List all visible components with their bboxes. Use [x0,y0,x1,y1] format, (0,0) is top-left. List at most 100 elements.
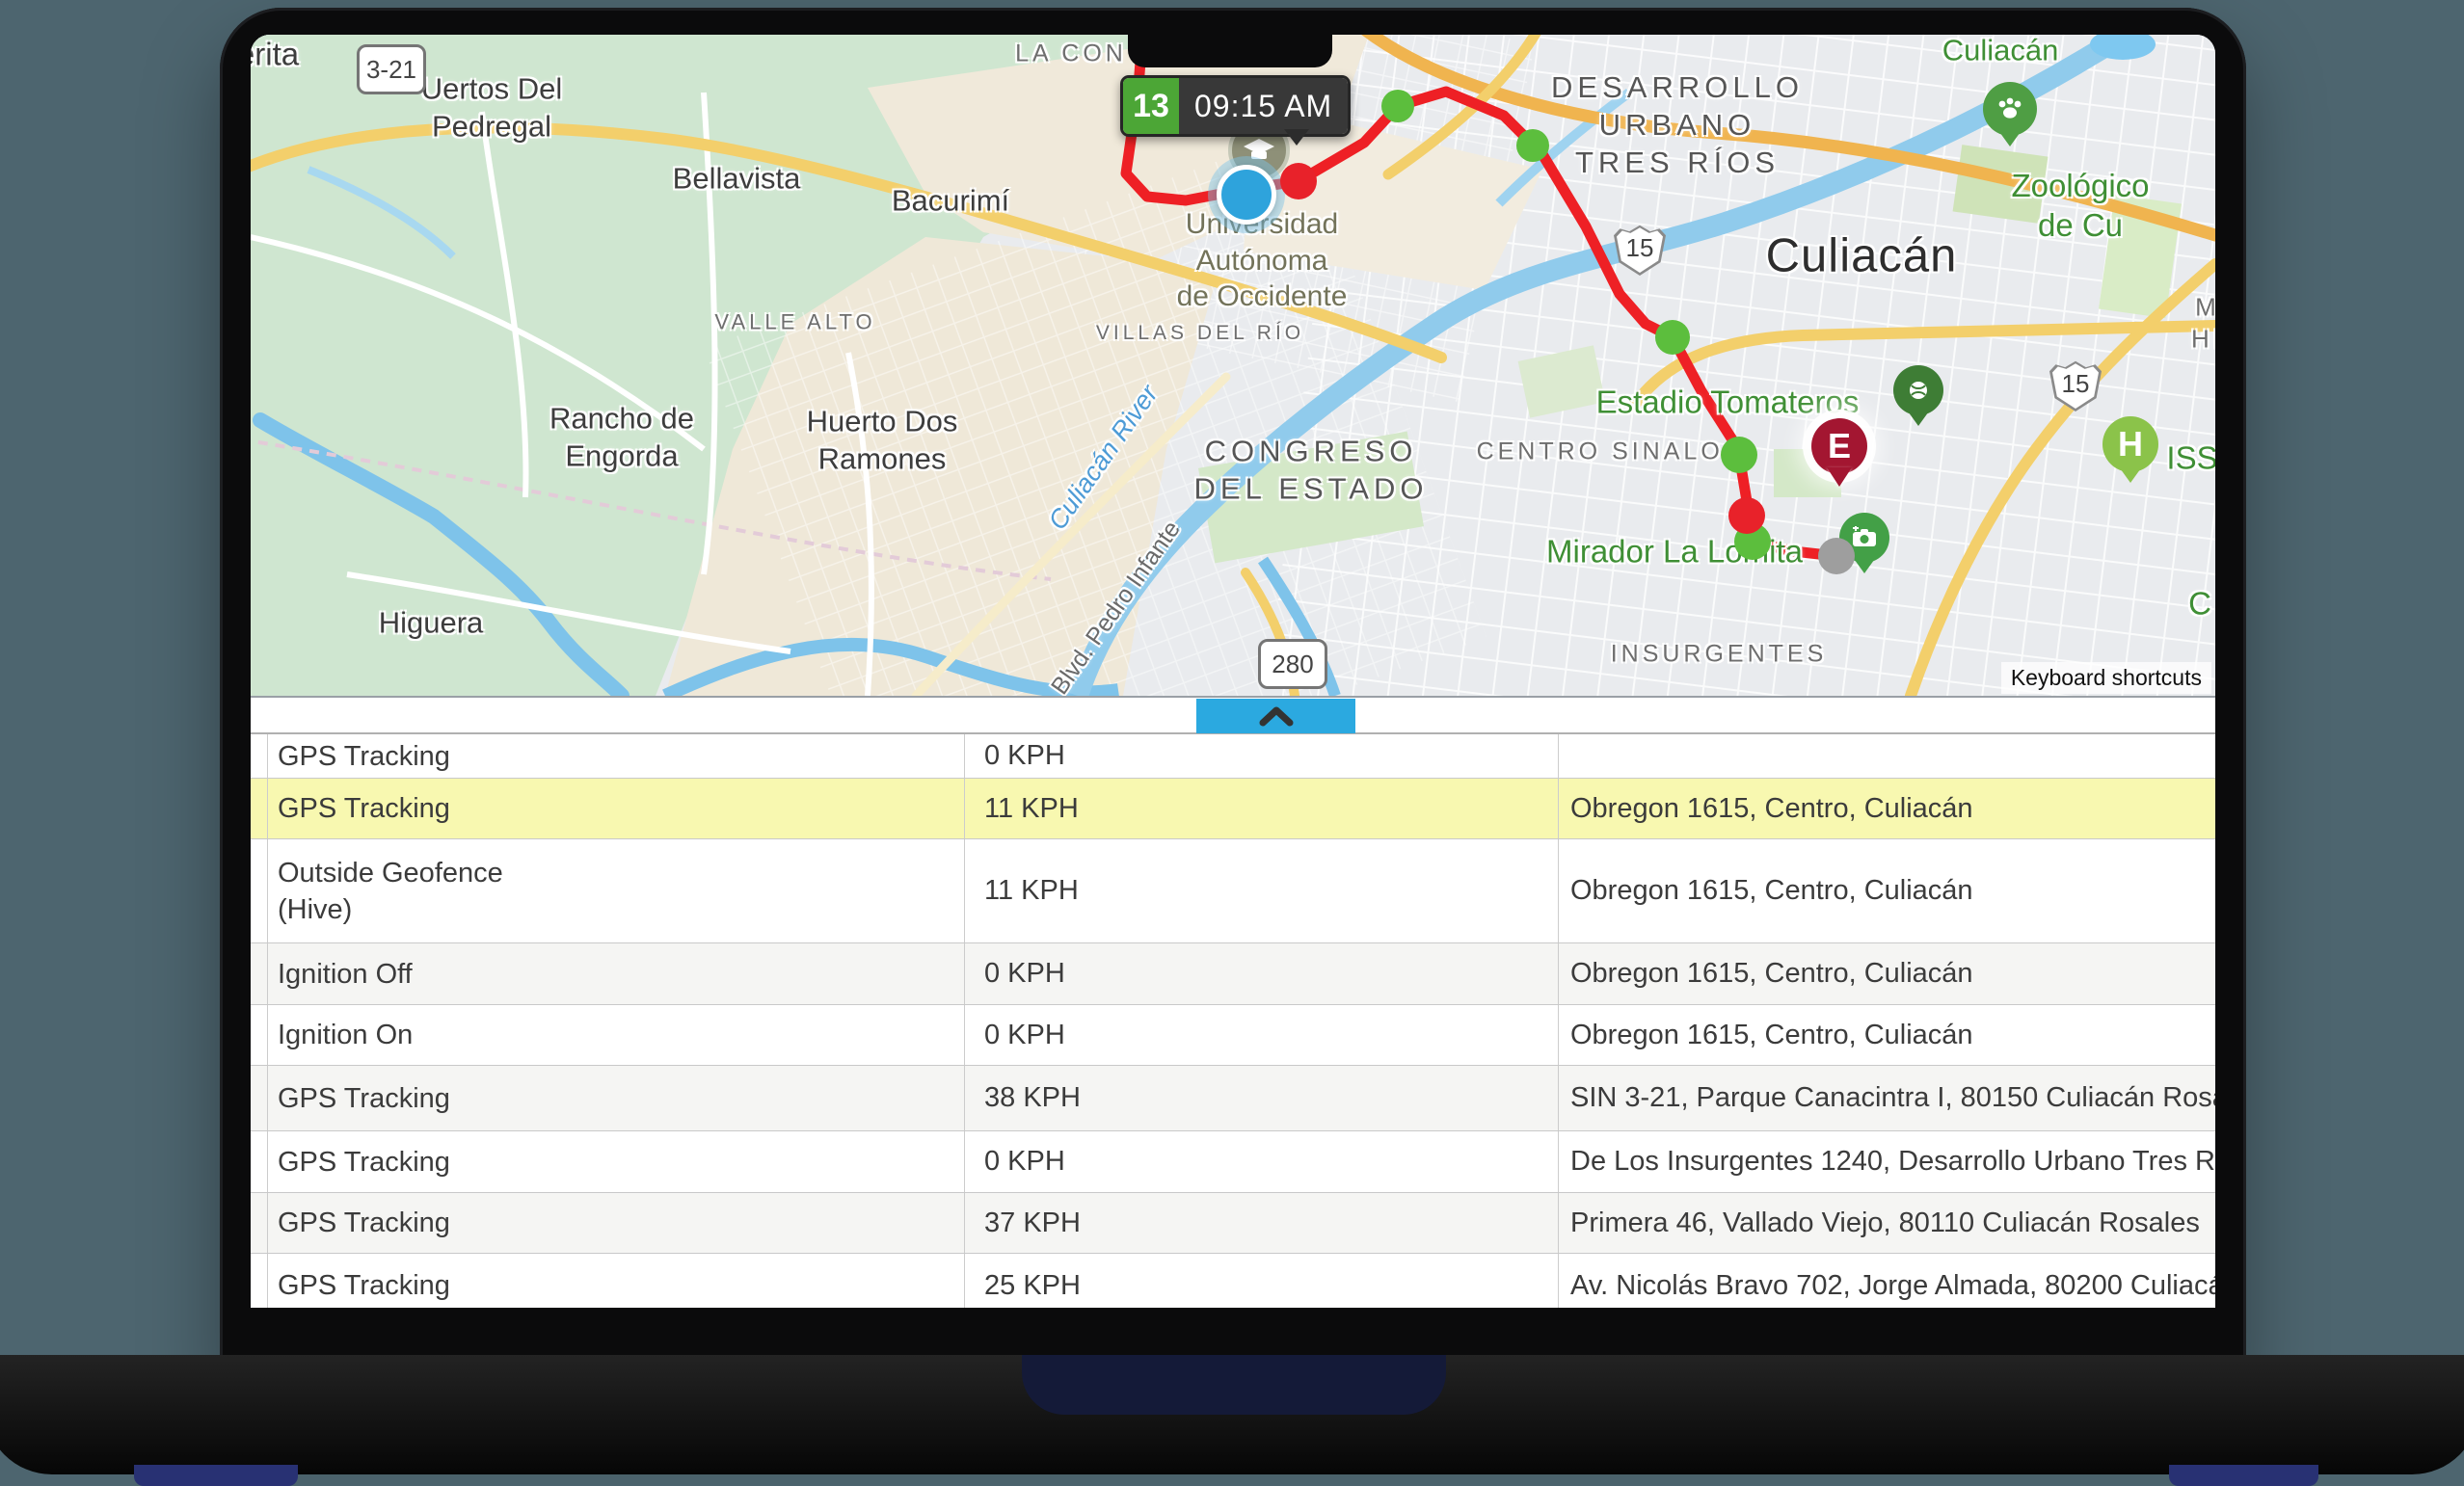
map-label-8: Higuera [378,605,484,640]
tooltip-time: 09:15 AM [1179,78,1349,134]
route-end-letter: E [1827,426,1851,465]
event-row-4[interactable]: Ignition On 0 KPH Obregon 1615, Centro, Cu… [251,1005,2215,1066]
event-type-text: GPS Tracking [278,1270,450,1301]
event-type-cell: GPS Tracking [268,1131,964,1192]
event-row-5[interactable]: GPS Tracking 38 KPH SIN 3-21, Parque Canac… [251,1066,2215,1131]
baseball-glove-icon [1910,382,1927,399]
map-label-19: CONGRESO DEL ESTADO [1193,434,1429,505]
current-position-marker[interactable] [1217,165,1276,225]
speed-cell: 0 KPH [964,734,1558,778]
events-table: GPS Tracking 0 KPH GPS Tracking 11 KPH Obreg… [251,734,2215,1308]
map-label-6: Rancho de Engorda [549,401,694,472]
waypoint-green-2[interactable] [1655,320,1690,355]
paw-icon [1998,97,2022,119]
row-gutter [251,1254,268,1308]
camera-notch [1128,35,1332,67]
event-type-text-line2: (Hive) [278,893,353,925]
event-row-2[interactable]: Outside Geofence (Hive) 11 KPH Obregon 1615… [251,839,2215,943]
row-gutter [251,1193,268,1253]
map-highways [251,35,2215,696]
map-water [253,35,2145,696]
map-label-7: Huerto Dos Ramones [806,404,958,475]
event-type-text: Outside Geofence [278,857,503,889]
waypoint-red-5[interactable] [1280,163,1317,199]
row-gutter [251,943,268,1004]
event-type-cell: GPS Tracking [268,1254,964,1308]
waypoint-green-3[interactable] [1721,437,1757,473]
address-cell [1558,734,2215,778]
speed-cell: 38 KPH [964,1066,1558,1130]
map-label-4: LA CON [1015,40,1127,67]
event-row-7[interactable]: GPS Tracking 37 KPH Primera 46, Vallado Vi… [251,1193,2215,1254]
event-type-cell: Ignition Off [268,943,964,1004]
address-cell: Obregon 1615, Centro, Culiacán [1558,943,2215,1004]
events-panel: GPS Tracking 0 KPH GPS Tracking 11 KPH Obreg… [251,696,2215,1308]
row-gutter [251,1005,268,1065]
zoo-pin[interactable] [1983,82,2037,159]
waypoint-green-0[interactable] [1381,90,1414,122]
map-label-13: Zoológico de Cu [2011,167,2150,243]
laptop-foot-right [2169,1465,2318,1486]
event-type-text: GPS Tracking [278,1146,450,1178]
event-row-6[interactable]: GPS Tracking 0 KPH De Los Insurgentes 1240… [251,1131,2215,1193]
speed-cell: 0 KPH [964,1005,1558,1065]
map-label-1: Uertos Del Pedregal [420,71,563,143]
speed-cell: 25 KPH [964,1254,1558,1308]
route-end-marker[interactable]: E [1811,418,1867,499]
address-cell: Obregon 1615, Centro, Culiacán [1558,1005,2215,1065]
row-gutter [251,839,268,942]
row-gutter [251,779,268,838]
map-label-2: Bellavista [672,161,801,196]
event-row-8[interactable]: GPS Tracking 25 KPH Av. Nicolás Bravo 702,… [251,1254,2215,1308]
event-type-cell: Ignition On [268,1005,964,1065]
event-type-cell: GPS Tracking [268,1066,964,1130]
map-label-14: Culiacán [1765,229,1958,282]
event-type-text: Ignition On [278,1020,414,1050]
waypoint-green-1[interactable] [1516,129,1549,162]
laptop-hinge-groove [1022,1355,1446,1415]
address-cell: Av. Nicolás Bravo 702, Jorge Almada, 802… [1558,1254,2215,1308]
row-gutter [251,1066,268,1130]
panel-expand-tab[interactable] [1196,699,1355,733]
tooltip-day-badge: 13 [1123,78,1179,134]
keyboard-shortcuts-link[interactable]: Keyboard shortcuts [2000,662,2211,694]
route-tooltip: 13 09:15 AM [1120,75,1352,137]
event-row-0[interactable]: GPS Tracking 0 KPH [251,734,2215,779]
waypoint-red-6[interactable] [1728,497,1765,534]
event-type-cell: GPS Tracking [268,779,964,838]
laptop-foot-left [134,1465,298,1486]
map-label-10: Universidad Autónoma de Occidente [1176,207,1348,312]
tooltip-pointer [1284,129,1309,158]
event-type-cell: Outside Geofence (Hive) [268,839,964,942]
waypoint-gray-7[interactable] [1818,538,1855,574]
laptop-frame: erita Uertos Del Pedregal Bellavista Bacuri… [220,8,2246,1386]
map-label-15: Estadio Tomateros [1595,384,1860,420]
laptop-screen: erita Uertos Del Pedregal Bellavista Bacuri… [251,35,2215,1308]
hospital-pin-letter: H [2118,424,2143,464]
camera-icon [1853,526,1876,546]
speed-cell: 11 KPH [964,839,1558,942]
speed-cell: 11 KPH [964,779,1558,838]
map-label-16: CENTRO SINALOA [1476,438,1744,465]
map-label-11: DESARROLLO URBANO TRES RÍOS [1551,69,1804,179]
map-label-12: Culiacán [1942,35,2059,67]
address-cell: Primera 46, Vallado Viejo, 80110 Culiacá… [1558,1193,2215,1253]
route-shield-3: 280 [1258,639,1327,689]
stadium-pin[interactable] [1893,365,1943,438]
map-view[interactable]: erita Uertos Del Pedregal Bellavista Bacuri… [251,35,2215,696]
hospital-pin[interactable]: H [2102,416,2158,495]
laptop-base [0,1355,2464,1474]
address-cell: Obregon 1615, Centro, Culiacán [1558,779,2215,838]
event-row-3[interactable]: Ignition Off 0 KPH Obregon 1615, Centro, C… [251,943,2215,1005]
route-shield-2: 15 [2049,360,2102,411]
map-minor-roads [251,92,874,696]
map-label-22: M HI [2191,292,2215,354]
map-label-23: ISS [2166,439,2215,476]
event-row-1[interactable]: GPS Tracking 11 KPH Obregon 1615, Centro, … [251,779,2215,839]
event-type-text: GPS Tracking [278,1082,450,1114]
row-gutter [251,734,268,778]
address-cell: Obregon 1615, Centro, Culiacán [1558,839,2215,942]
speed-cell: 0 KPH [964,1131,1558,1192]
map-label-5: VALLE ALTO [714,309,876,334]
